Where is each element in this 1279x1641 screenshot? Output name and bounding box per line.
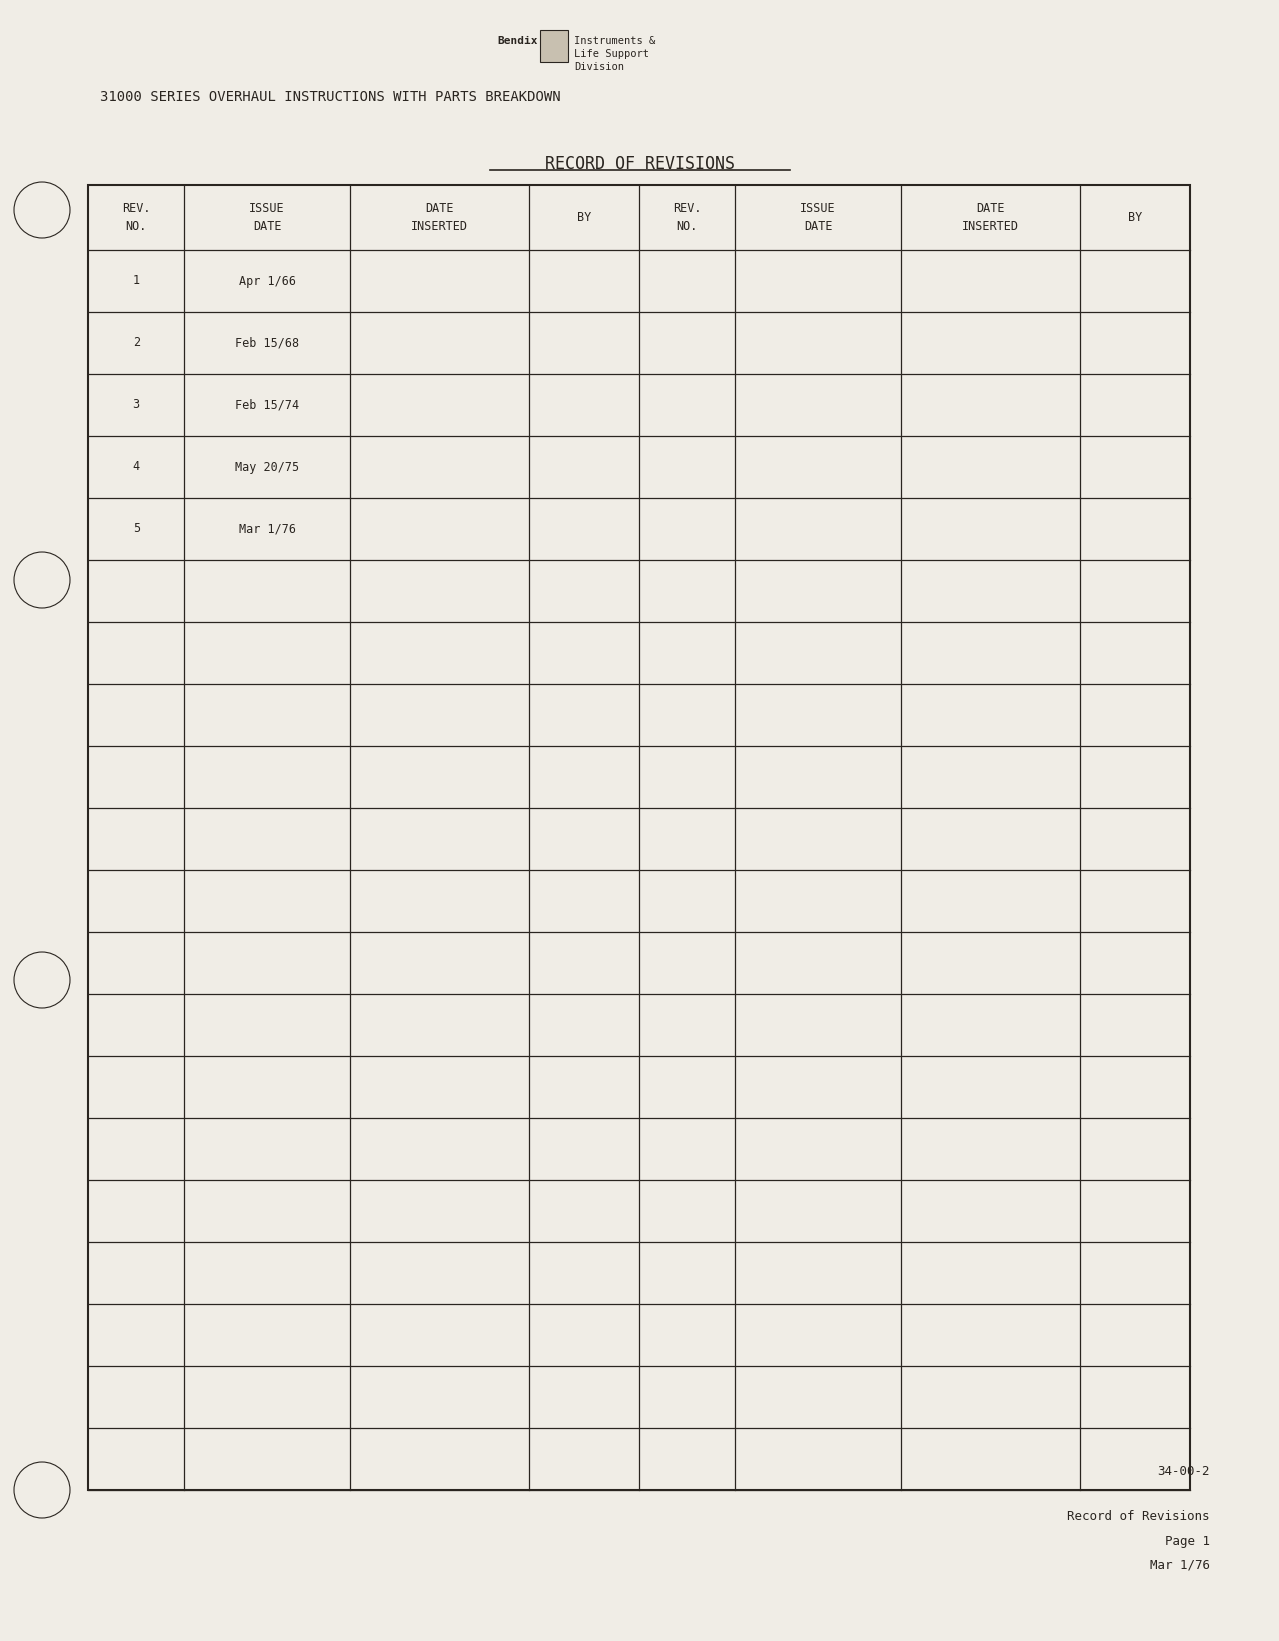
Circle shape — [14, 182, 70, 238]
Text: DATE
INSERTED: DATE INSERTED — [962, 202, 1019, 233]
Text: REV.
NO.: REV. NO. — [122, 202, 151, 233]
Circle shape — [14, 952, 70, 1008]
Text: 1: 1 — [133, 274, 139, 287]
Text: DATE
INSERTED: DATE INSERTED — [411, 202, 468, 233]
Text: Instruments &
Life Support
Division: Instruments & Life Support Division — [574, 36, 655, 72]
Text: Bendix: Bendix — [498, 36, 538, 46]
Text: 5: 5 — [133, 522, 139, 535]
Text: RECORD OF REVISIONS: RECORD OF REVISIONS — [545, 154, 735, 172]
Text: Apr 1/66: Apr 1/66 — [239, 274, 295, 287]
Text: Mar 1/76: Mar 1/76 — [1150, 1557, 1210, 1570]
Text: BY: BY — [1128, 212, 1142, 225]
Text: 31000 SERIES OVERHAUL INSTRUCTIONS WITH PARTS BREAKDOWN: 31000 SERIES OVERHAUL INSTRUCTIONS WITH … — [100, 90, 560, 103]
Text: ISSUE
DATE: ISSUE DATE — [801, 202, 836, 233]
Text: 3: 3 — [133, 399, 139, 412]
Text: BY: BY — [577, 212, 591, 225]
Circle shape — [14, 1462, 70, 1518]
Circle shape — [14, 551, 70, 609]
Text: REV.
NO.: REV. NO. — [673, 202, 701, 233]
Bar — [540, 30, 568, 62]
Text: 2: 2 — [133, 336, 139, 350]
Text: Page 1: Page 1 — [1165, 1534, 1210, 1547]
Text: Record of Revisions: Record of Revisions — [1068, 1510, 1210, 1523]
Text: Feb 15/68: Feb 15/68 — [235, 336, 299, 350]
Text: 4: 4 — [133, 461, 139, 474]
Text: ISSUE
DATE: ISSUE DATE — [249, 202, 285, 233]
Bar — [88, 185, 1189, 1490]
Text: May 20/75: May 20/75 — [235, 461, 299, 474]
Text: 34-00-2: 34-00-2 — [1157, 1465, 1210, 1479]
Text: Mar 1/76: Mar 1/76 — [239, 522, 295, 535]
Text: Feb 15/74: Feb 15/74 — [235, 399, 299, 412]
